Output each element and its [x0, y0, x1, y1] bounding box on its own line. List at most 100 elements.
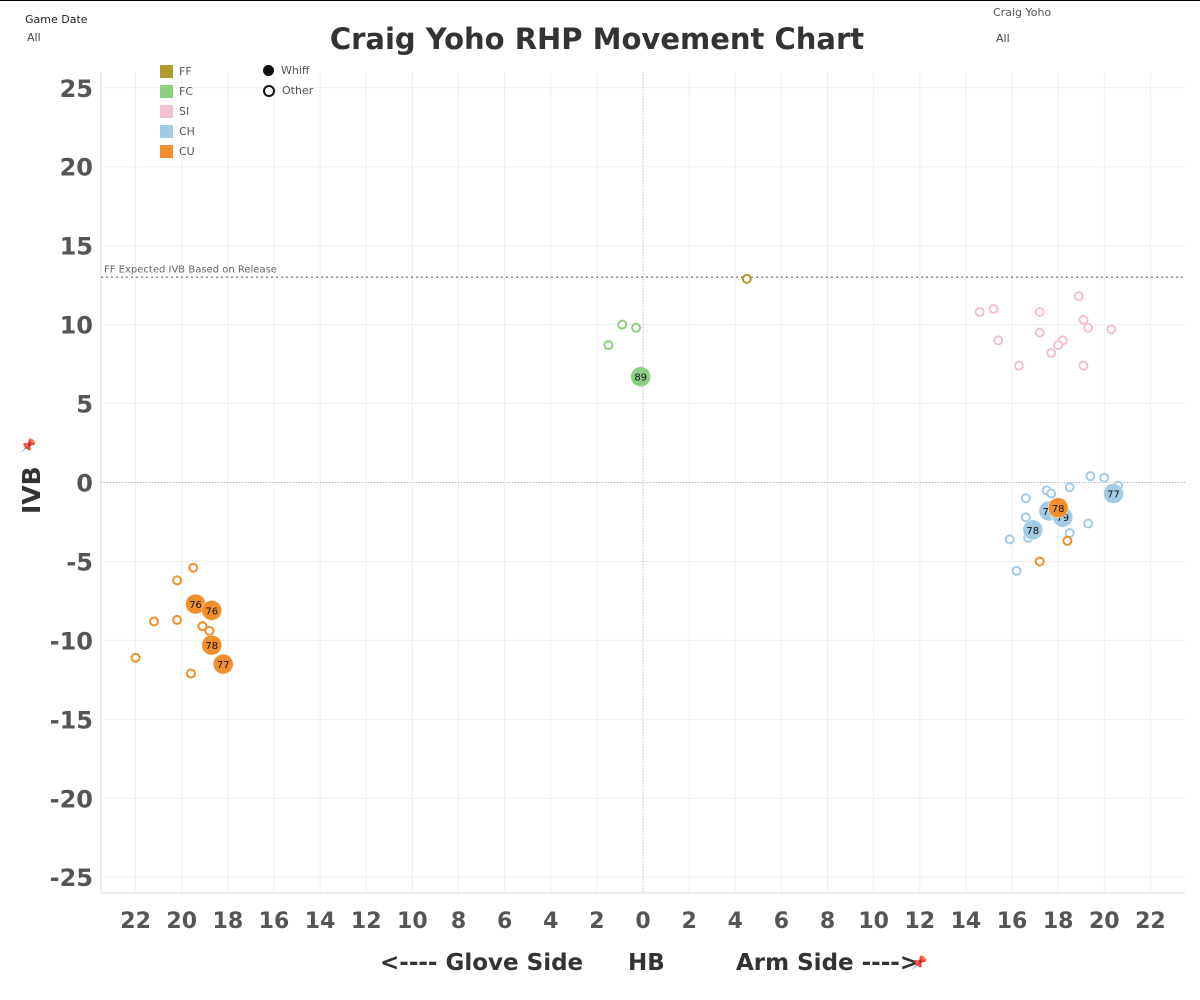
legend-item-cu[interactable]: CU [160, 145, 195, 158]
legend-item-fc[interactable]: FC [160, 85, 193, 98]
legend-swatch [160, 125, 173, 138]
velo-label: 79 [1056, 513, 1069, 524]
legend-label: FF [179, 65, 192, 78]
legend-item-ch[interactable]: CH [160, 125, 195, 138]
pitch-point-cu[interactable] [1034, 556, 1045, 567]
pitch-point-si[interactable] [988, 303, 999, 314]
velo-label: 76 [189, 600, 202, 611]
pitch-point-cu[interactable] [149, 616, 160, 627]
pitch-point-cu[interactable] [188, 562, 199, 573]
x-axis-label-arm-side: Arm Side ----> [736, 950, 920, 976]
x-tick-label: 4 [543, 909, 558, 934]
velo-label: 76 [205, 606, 218, 617]
y-tick-label: -15 [50, 706, 93, 734]
pitch-point-si[interactable] [1046, 348, 1057, 359]
x-tick-label: 16 [997, 909, 1028, 934]
x-tick-label: 6 [497, 909, 512, 934]
pitch-point-si[interactable] [1053, 340, 1064, 351]
x-tick-label: 14 [951, 909, 982, 934]
pitch-point-ch[interactable] [1064, 482, 1075, 493]
x-tick-label: 14 [305, 909, 336, 934]
velo-label: 77 [217, 660, 230, 671]
velo-label: 89 [634, 373, 647, 384]
top-border [0, 0, 1200, 1]
filled-circle-icon [263, 65, 274, 76]
legend-label: SI [179, 105, 190, 118]
pitch-point-fc[interactable] [617, 319, 628, 330]
pitch-point-si[interactable] [1078, 314, 1089, 325]
y-axis-pin-icon[interactable]: 📌 [20, 438, 37, 453]
pitch-point-si[interactable] [1106, 324, 1117, 335]
pitch-point-ch[interactable] [1004, 534, 1015, 545]
x-tick-label: 8 [451, 909, 466, 934]
pitch-point-si[interactable] [993, 335, 1004, 346]
velo-label: 78 [205, 641, 218, 652]
pitch-point-ch[interactable] [1046, 488, 1057, 499]
x-tick-label: 22 [120, 909, 151, 934]
pitch-point-cu-whiff[interactable] [201, 634, 222, 656]
pitch-point-ch[interactable] [1083, 518, 1094, 529]
pitcher-filter[interactable]: Craig Yoho All [993, 6, 1051, 45]
pitch-point-si[interactable] [974, 306, 985, 317]
pitch-point-fc-whiff[interactable] [630, 366, 651, 387]
legend-label: Whiff [281, 64, 310, 77]
x-tick-label: 8 [820, 909, 835, 934]
pitch-point-cu[interactable] [172, 575, 183, 586]
pitch-point-cu[interactable] [130, 652, 141, 663]
legend-swatch [160, 105, 173, 118]
legend-item-other[interactable]: Other [263, 84, 313, 97]
pitcher-filter-value[interactable]: All [996, 32, 1010, 45]
pitch-point-cu[interactable] [197, 621, 208, 632]
pitcher-filter-label: Craig Yoho [993, 6, 1052, 19]
pitch-point-cu-whiff[interactable] [201, 600, 222, 621]
y-tick-label: -25 [50, 864, 93, 892]
velo-label: 78 [1043, 507, 1056, 518]
pitch-point-ch-whiff[interactable] [1103, 483, 1124, 504]
legend-item-si[interactable]: SI [160, 105, 189, 118]
legend-swatch [160, 85, 173, 98]
legend-label: CU [179, 145, 195, 158]
pitch-point-ch[interactable] [1064, 528, 1075, 539]
pitch-point-si[interactable] [1073, 291, 1084, 302]
pitch-point-ch[interactable] [1099, 472, 1110, 483]
pitch-point-cu-whiff[interactable] [1047, 497, 1069, 519]
x-axis-pin-icon[interactable]: 📌 [911, 955, 928, 970]
pitch-point-ch[interactable] [1020, 493, 1031, 504]
x-tick-label: 4 [728, 909, 743, 934]
pitch-point-si[interactable] [1013, 360, 1024, 371]
pitch-point-si[interactable] [1078, 360, 1089, 371]
y-tick-label: 15 [60, 233, 93, 261]
pitch-point-ch[interactable] [1011, 565, 1022, 576]
pitch-point-cu-whiff[interactable] [212, 653, 234, 675]
y-tick-label: 20 [60, 154, 93, 182]
pitch-point-fc[interactable] [631, 322, 642, 333]
pitch-point-cu[interactable] [185, 668, 196, 679]
game-date-filter[interactable]: Game Date All [25, 13, 88, 44]
pitch-point-si[interactable] [1083, 322, 1094, 333]
legend-swatch [160, 145, 173, 158]
pitch-point-fc[interactable] [603, 340, 614, 351]
game-date-filter-value[interactable]: All [27, 31, 41, 44]
velo-label: 78 [1052, 504, 1065, 515]
x-tick-label: 6 [774, 909, 789, 934]
pitch-point-cu[interactable] [172, 614, 183, 625]
pitch-point-cu[interactable] [204, 625, 215, 636]
pitch-point-si[interactable] [1034, 306, 1045, 317]
legend-item-ff[interactable]: FF [160, 65, 192, 78]
x-axis-label-hb: HB [628, 950, 665, 976]
pitch-point-cu[interactable] [1062, 535, 1073, 546]
pitch-point-ff[interactable] [741, 273, 752, 284]
x-tick-label: 10 [858, 909, 889, 934]
y-tick-label: 10 [60, 312, 93, 340]
x-tick-label: 12 [351, 909, 382, 934]
y-tick-label: -5 [66, 548, 93, 576]
x-tick-label: 20 [166, 909, 197, 934]
legend-item-whiff[interactable]: Whiff [263, 64, 309, 77]
velo-label: 77 [1107, 490, 1120, 501]
pitch-point-ch[interactable] [1020, 512, 1031, 523]
pitch-point-si[interactable] [1034, 327, 1045, 338]
x-tick-label: 10 [397, 909, 428, 934]
pitch-point-ch[interactable] [1085, 471, 1096, 482]
pitch-point-ch-whiff[interactable] [1022, 519, 1044, 541]
